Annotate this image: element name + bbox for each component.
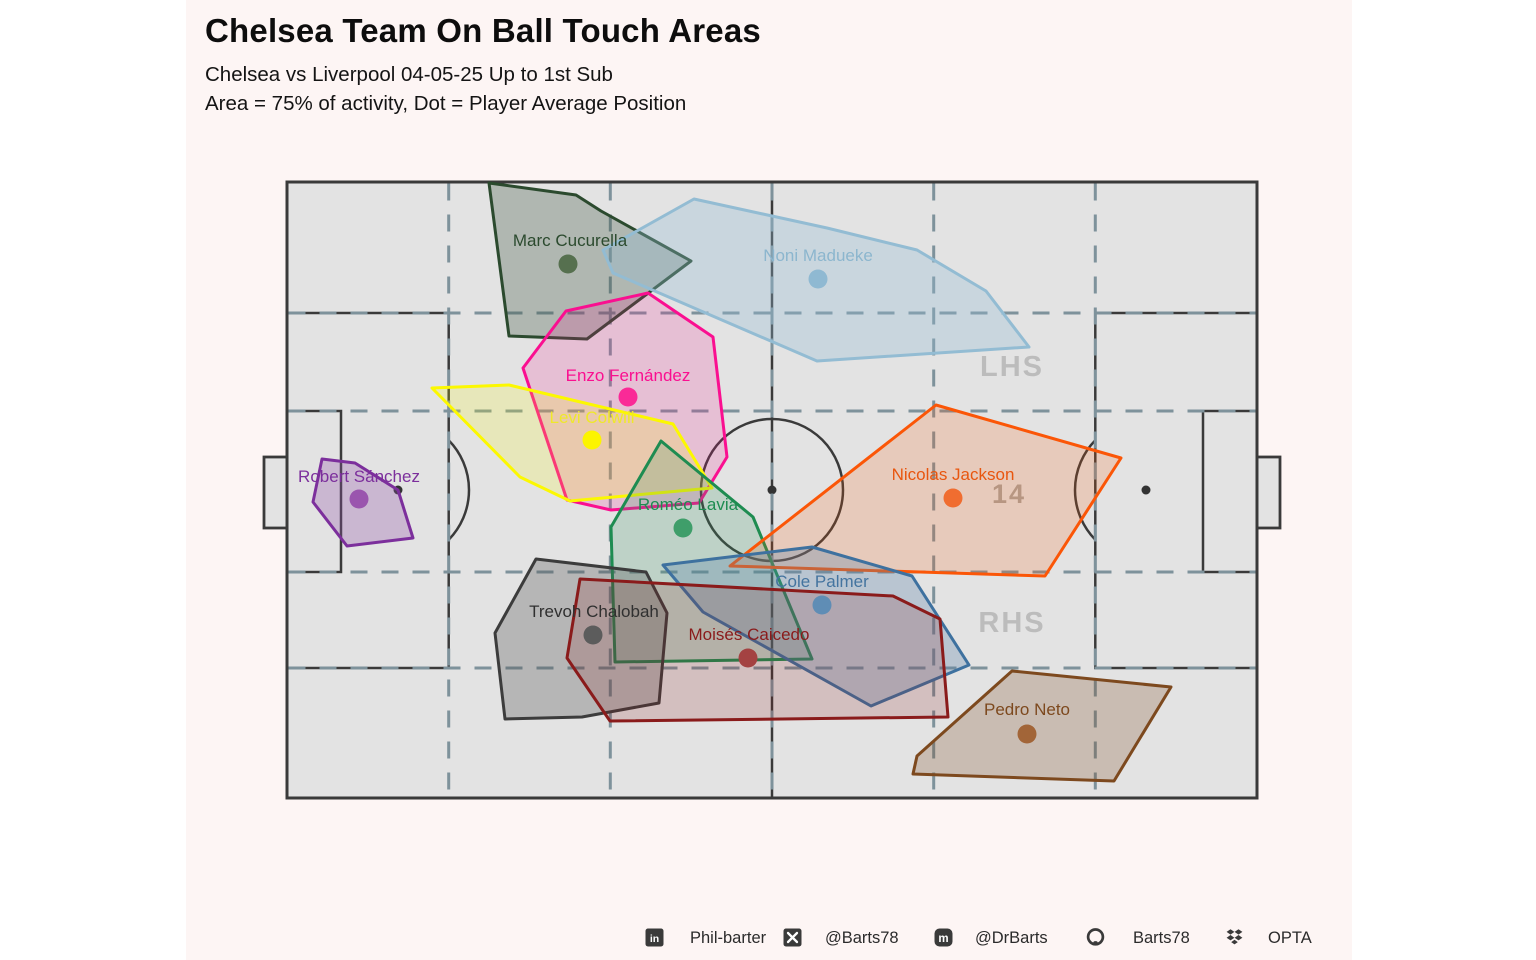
subtitle-line-1: Chelsea vs Liverpool 04-05-25 Up to 1st …	[205, 63, 613, 86]
left-penalty-arc	[447, 439, 471, 541]
left-six-yard-box	[285, 409, 343, 574]
pitch-grid	[288, 183, 1256, 797]
player-dot-pedro-neto	[1017, 724, 1037, 744]
left-goal	[262, 455, 289, 530]
player-label-levi-colwill: Levi Colwill	[549, 408, 634, 427]
player-dot-cole-palmer	[812, 595, 832, 615]
player-dot-noni-madueke	[808, 269, 828, 289]
page-title: Chelsea Team On Ball Touch Areas	[205, 12, 761, 49]
zone-label-rhs: RHS	[978, 607, 1045, 639]
player-dot-marc-cucurella	[558, 254, 578, 274]
player-hull-moise-s-caicedo	[565, 577, 950, 723]
player-hull-trevoh-chalobah	[493, 557, 669, 721]
player-annotations: Marc Cucurella Noni Madueke Enzo Fernández…	[298, 231, 1070, 744]
zone-label-14: 14	[992, 479, 1026, 509]
player-label-trevoh-chalobah: Trevoh Chalobah	[529, 602, 659, 621]
player-dot-enzo-ferna-ndez	[618, 387, 638, 407]
zone-labels: LHS RHS 14	[978, 351, 1045, 639]
center-spot	[767, 485, 777, 495]
player-label-cole-palmer: Cole Palmer	[775, 572, 869, 591]
player-dot-moise-s-caicedo	[738, 648, 758, 668]
player-dot-levi-colwill	[582, 430, 602, 450]
player-label-moise-s-caicedo: Moisés Caicedo	[689, 625, 810, 644]
player-hull-marc-cucurella	[487, 181, 693, 341]
right-goal	[1255, 455, 1282, 530]
player-label-robert-sa-nchez: Robert Sánchez	[298, 467, 420, 486]
player-label-pedro-neto: Pedro Neto	[984, 700, 1070, 719]
player-hull-rome-o-lavia	[609, 439, 814, 664]
player-dot-trevoh-chalobah	[583, 625, 603, 645]
chart-subtitle: Chelsea vs Liverpool 04-05-25 Up to 1st …	[205, 60, 761, 118]
title-block: Chelsea Team On Ball Touch Areas Chelsea…	[205, 12, 761, 118]
player-label-noni-madueke: Noni Madueke	[763, 246, 873, 265]
player-label-marc-cucurella: Marc Cucurella	[513, 231, 628, 250]
subtitle-line-2: Area = 75% of activity, Dot = Player Ave…	[205, 92, 687, 115]
player-dot-nicolas-jackson	[943, 488, 963, 508]
player-hull-pedro-neto	[911, 669, 1173, 783]
right-penalty-arc	[1073, 439, 1097, 541]
zone-label-lhs: LHS	[980, 351, 1044, 383]
player-label-nicolas-jackson: Nicolas Jackson	[892, 465, 1015, 484]
player-dot-rome-o-lavia	[673, 518, 693, 538]
right-penalty-spot	[1141, 485, 1151, 495]
player-hull-nicolas-jackson	[728, 403, 1123, 578]
player-dot-robert-sa-nchez	[349, 489, 369, 509]
player-label-enzo-ferna-ndez: Enzo Fernández	[566, 366, 691, 385]
player-label-rome-o-lavia: Roméo Lavia	[638, 495, 739, 514]
